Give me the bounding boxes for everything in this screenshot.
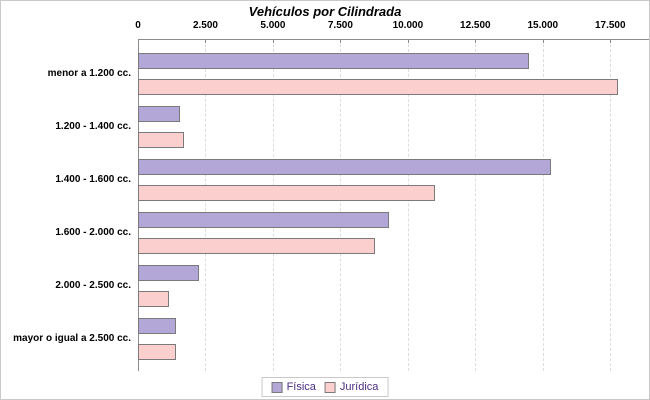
x-tick-label: 17.500 (594, 20, 626, 31)
bar-juridica (138, 291, 169, 307)
legend-item-fisica: Física (271, 381, 316, 393)
x-gridline (340, 39, 342, 371)
bar-fisica (138, 53, 529, 69)
category-label: mayor o igual a 2.500 cc. (13, 333, 131, 344)
legend-item-label: Jurídica (339, 381, 379, 393)
bar-juridica (138, 132, 184, 148)
bar-juridica (138, 344, 176, 360)
bar-fisica (138, 159, 551, 175)
bar-fisica (138, 265, 199, 281)
bar-fisica (138, 106, 180, 122)
bar-fisica (138, 212, 389, 228)
x-tick-label: 0 (135, 20, 141, 31)
category-label: 2.000 - 2.500 cc. (55, 280, 131, 291)
x-tick-label: 7.500 (327, 20, 353, 31)
bar-juridica (138, 185, 435, 201)
x-gridline (610, 39, 612, 371)
bar-juridica (138, 79, 618, 95)
x-gridline (542, 39, 544, 371)
x-axis-tick (610, 39, 612, 43)
x-tick-label: 2.500 (192, 20, 218, 31)
category-label: 1.200 - 1.400 cc. (55, 121, 131, 132)
x-axis-tick (340, 39, 342, 43)
bar-juridica (138, 238, 375, 254)
legend-item-label: Física (286, 381, 316, 393)
x-gridline (205, 39, 207, 371)
x-axis-tick (272, 39, 274, 43)
category-label: 1.600 - 2.000 cc. (55, 227, 131, 238)
x-axis-line (138, 39, 649, 40)
x-tick-label: 12.500 (460, 20, 491, 31)
y-axis-line (138, 39, 139, 371)
x-axis-tick (205, 39, 207, 43)
x-axis-tick (407, 39, 409, 43)
x-tick-label: 10.000 (392, 20, 424, 31)
legend-swatch-juridica (324, 381, 336, 393)
legend-swatch-fisica (271, 381, 283, 393)
x-gridline (272, 39, 274, 371)
x-gridline (407, 39, 409, 371)
category-label: 1.400 - 1.600 cc. (55, 174, 131, 185)
category-label: menor a 1.200 cc. (47, 68, 131, 79)
x-axis-tick (542, 39, 544, 43)
x-axis-tick (475, 39, 477, 43)
bar-fisica (138, 318, 176, 334)
chart-legend: Física Jurídica (261, 377, 389, 397)
x-tick-label: 15.000 (527, 20, 559, 31)
x-tick-label: 5.000 (260, 20, 286, 31)
x-gridline (475, 39, 477, 371)
chart-title: Vehículos por Cilindrada (248, 4, 402, 19)
legend-item-juridica: Jurídica (324, 381, 379, 393)
